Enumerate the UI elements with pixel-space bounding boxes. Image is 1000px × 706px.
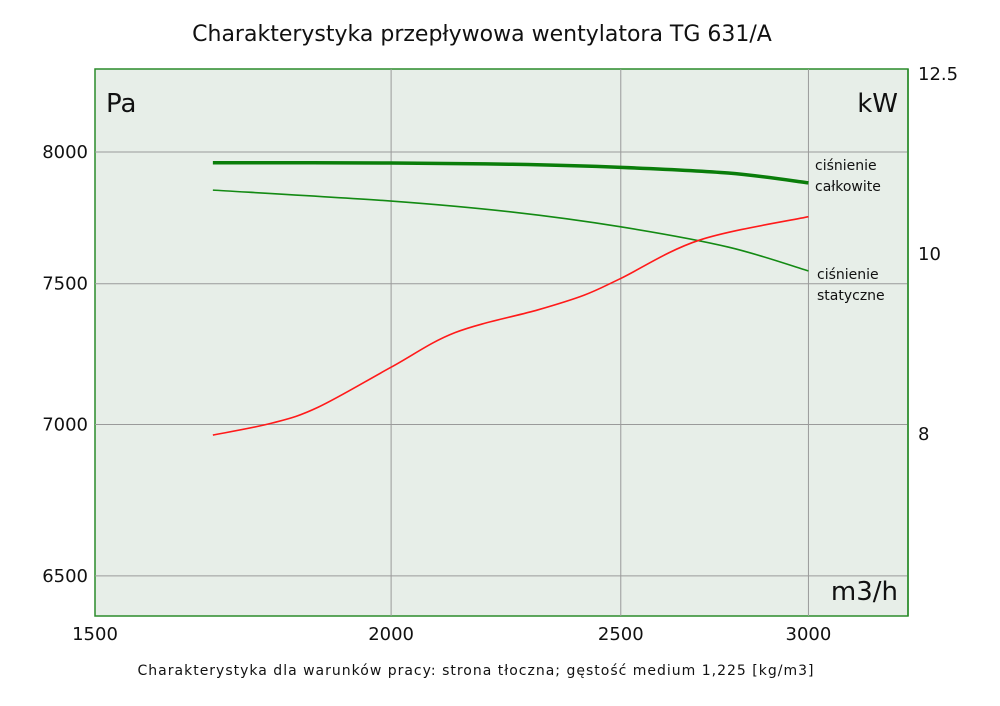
y-left-label: Pa bbox=[106, 89, 136, 119]
y-right-tick-label: 12.5 bbox=[918, 64, 958, 85]
series-line-2 bbox=[212, 215, 809, 436]
footnote: Charakterystyka dla warunków pracy: stro… bbox=[138, 663, 815, 679]
x-tick-label: 2000 bbox=[368, 624, 414, 645]
chart-title: Charakterystyka przepływowa wentylatora … bbox=[192, 22, 772, 47]
series-line-1 bbox=[212, 189, 809, 272]
ticks: 1500 2000 2500 3000 8000 7500 7000 6500 12.5 10 8 bbox=[42, 64, 958, 645]
label-total-2: całkowite bbox=[815, 179, 881, 195]
y-left-tick-label: 6500 bbox=[42, 566, 88, 587]
series-line-0 bbox=[212, 160, 809, 185]
y-left-tick-label: 7500 bbox=[42, 274, 88, 295]
y-right-tick-label: 8 bbox=[918, 424, 929, 445]
y-left-tick-label: 7000 bbox=[42, 415, 88, 436]
x-axis-label: m3/h bbox=[831, 577, 898, 607]
y-left-tick-label: 8000 bbox=[42, 142, 88, 163]
grid bbox=[95, 69, 908, 616]
series-lines bbox=[212, 160, 809, 436]
x-tick-label: 3000 bbox=[786, 624, 832, 645]
x-tick-label: 2500 bbox=[598, 624, 644, 645]
label-total-1: ciśnienie bbox=[815, 158, 877, 174]
y-right-label: kW bbox=[857, 89, 898, 119]
label-static-1: ciśnienie bbox=[817, 267, 879, 283]
x-tick-label: 1500 bbox=[72, 624, 118, 645]
label-static-2: statyczne bbox=[817, 288, 885, 304]
plot-area bbox=[94, 68, 909, 617]
y-right-tick-label: 10 bbox=[918, 244, 941, 265]
